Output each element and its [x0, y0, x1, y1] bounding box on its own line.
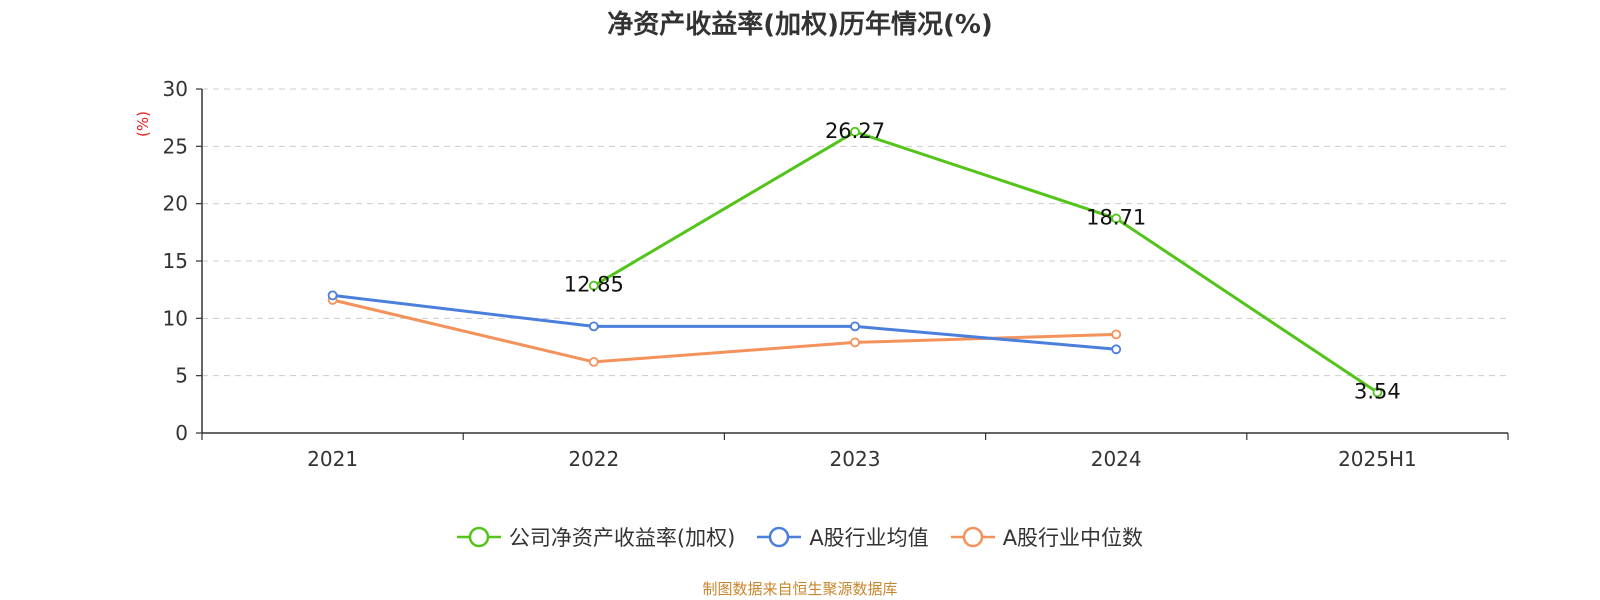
- legend-label-industry-median: A股行业中位数: [1002, 526, 1144, 550]
- y-tick-label-10: 10: [163, 306, 188, 330]
- y-tick-label-20: 20: [163, 192, 188, 216]
- series-1-point-2024: [1111, 344, 1122, 355]
- series-0-point-2025H1: [1372, 387, 1383, 398]
- legend-item-company[interactable]: 公司净资产收益率(加权): [456, 522, 736, 552]
- series-0-point-2022: [588, 280, 599, 291]
- chart-title: 净资产收益率(加权)历年情况(%): [607, 10, 993, 40]
- x-tick-label-2021: 2021: [307, 447, 358, 471]
- series-line-0: [593, 130, 1379, 394]
- series-1-point-2022: [588, 321, 599, 332]
- data-label-2025H1: 3.54: [1354, 379, 1401, 403]
- y-axis-label: (%): [134, 111, 152, 137]
- series-1-point-2021: [327, 290, 338, 301]
- y-tick-label-30: 30: [163, 77, 188, 101]
- series-2-point-2022: [588, 357, 599, 367]
- data-label-2022: 12.85: [564, 273, 624, 297]
- series-1-point-2023: [850, 321, 860, 332]
- source-note: 制图数据来自恒生聚源数据库: [702, 580, 898, 598]
- x-tick-label-2022: 2022: [568, 447, 619, 471]
- data-label-2024: 18.71: [1086, 205, 1146, 229]
- series-line-1: [332, 293, 1117, 351]
- data-label-2023: 26.27: [825, 119, 885, 143]
- legend-label-industry-mean: A股行业均值: [809, 526, 929, 550]
- y-tick-label-0: 0: [175, 421, 188, 445]
- y-tick-label-15: 15: [163, 249, 188, 273]
- x-tick-label-2023: 2023: [830, 447, 881, 471]
- legend-item-industry-mean[interactable]: A股行业均值: [757, 522, 929, 552]
- x-tick-label-2024: 2024: [1091, 447, 1142, 471]
- legend: 公司净资产收益率(加权) A股行业均值 A股行业中位数: [0, 522, 1600, 552]
- legend-label-company: 公司净资产收益率(加权): [508, 526, 736, 550]
- series-0-point-2023: [850, 126, 860, 137]
- series-2-point-2023: [850, 337, 860, 348]
- series-2-point-2024: [1111, 329, 1122, 340]
- legend-swatch-industry-median: [950, 526, 995, 548]
- legend-swatch-company: [456, 526, 501, 548]
- legend-swatch-industry-mean: [757, 526, 802, 548]
- series-0-point-2024: [1111, 213, 1122, 224]
- x-tick-label-2025H1: 2025H1: [1338, 447, 1417, 471]
- legend-item-industry-median[interactable]: A股行业中位数: [950, 522, 1144, 552]
- y-tick-label-25: 25: [163, 134, 188, 158]
- y-tick-label-5: 5: [175, 364, 188, 388]
